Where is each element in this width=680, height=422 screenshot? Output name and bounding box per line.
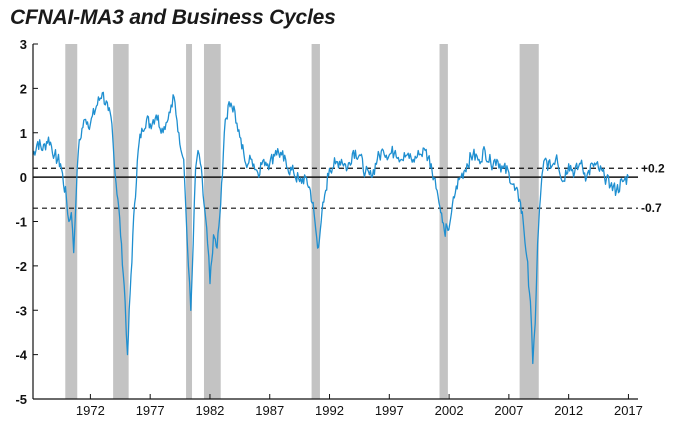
recession-band-7 (519, 44, 539, 399)
x-tick-label: 1982 (195, 403, 224, 418)
x-tick-label: 1987 (255, 403, 284, 418)
y-tick-label: -1 (15, 215, 27, 230)
recession-bands (65, 44, 539, 399)
y-tick-label: 1 (20, 126, 27, 141)
x-tick-label: 1992 (315, 403, 344, 418)
y-tick-label: -2 (15, 259, 27, 274)
x-tick-label: 2002 (435, 403, 464, 418)
recession-band-6 (439, 44, 448, 399)
x-tick-label: 1997 (375, 403, 404, 418)
reference-label: -0.7 (641, 201, 662, 215)
y-tick-label: 3 (20, 37, 27, 52)
y-tick-label: 0 (20, 170, 27, 185)
y-tick-label: -4 (15, 348, 27, 363)
x-tick-label: 2012 (554, 403, 583, 418)
y-tick-label: 2 (20, 81, 27, 96)
y-tick-label: -3 (15, 303, 27, 318)
series-layer (32, 91, 630, 365)
axes: 3 2 1 0 -1 -2 -3 -4 -5 1972 1977 1982 1987 1992 1997 20… (15, 37, 642, 418)
x-tick-label: 2007 (494, 403, 523, 418)
series-line-1 (32, 91, 630, 365)
recession-band-4 (203, 44, 221, 399)
recession-band-5 (311, 44, 320, 399)
recession-band-1 (65, 44, 78, 399)
reference-label: +0.2 (641, 161, 665, 175)
y-tick-label: -5 (15, 392, 27, 407)
x-tick-label: 2017 (614, 403, 643, 418)
chart-title: CFNAI-MA3 and Business Cycles (10, 6, 336, 29)
reference-lines: +0.2 -0.7 (33, 161, 665, 215)
x-tick-label: 1977 (136, 403, 165, 418)
x-tick-label: 1972 (76, 403, 105, 418)
recession-band-3 (186, 44, 193, 399)
recession-band-2 (113, 44, 129, 399)
